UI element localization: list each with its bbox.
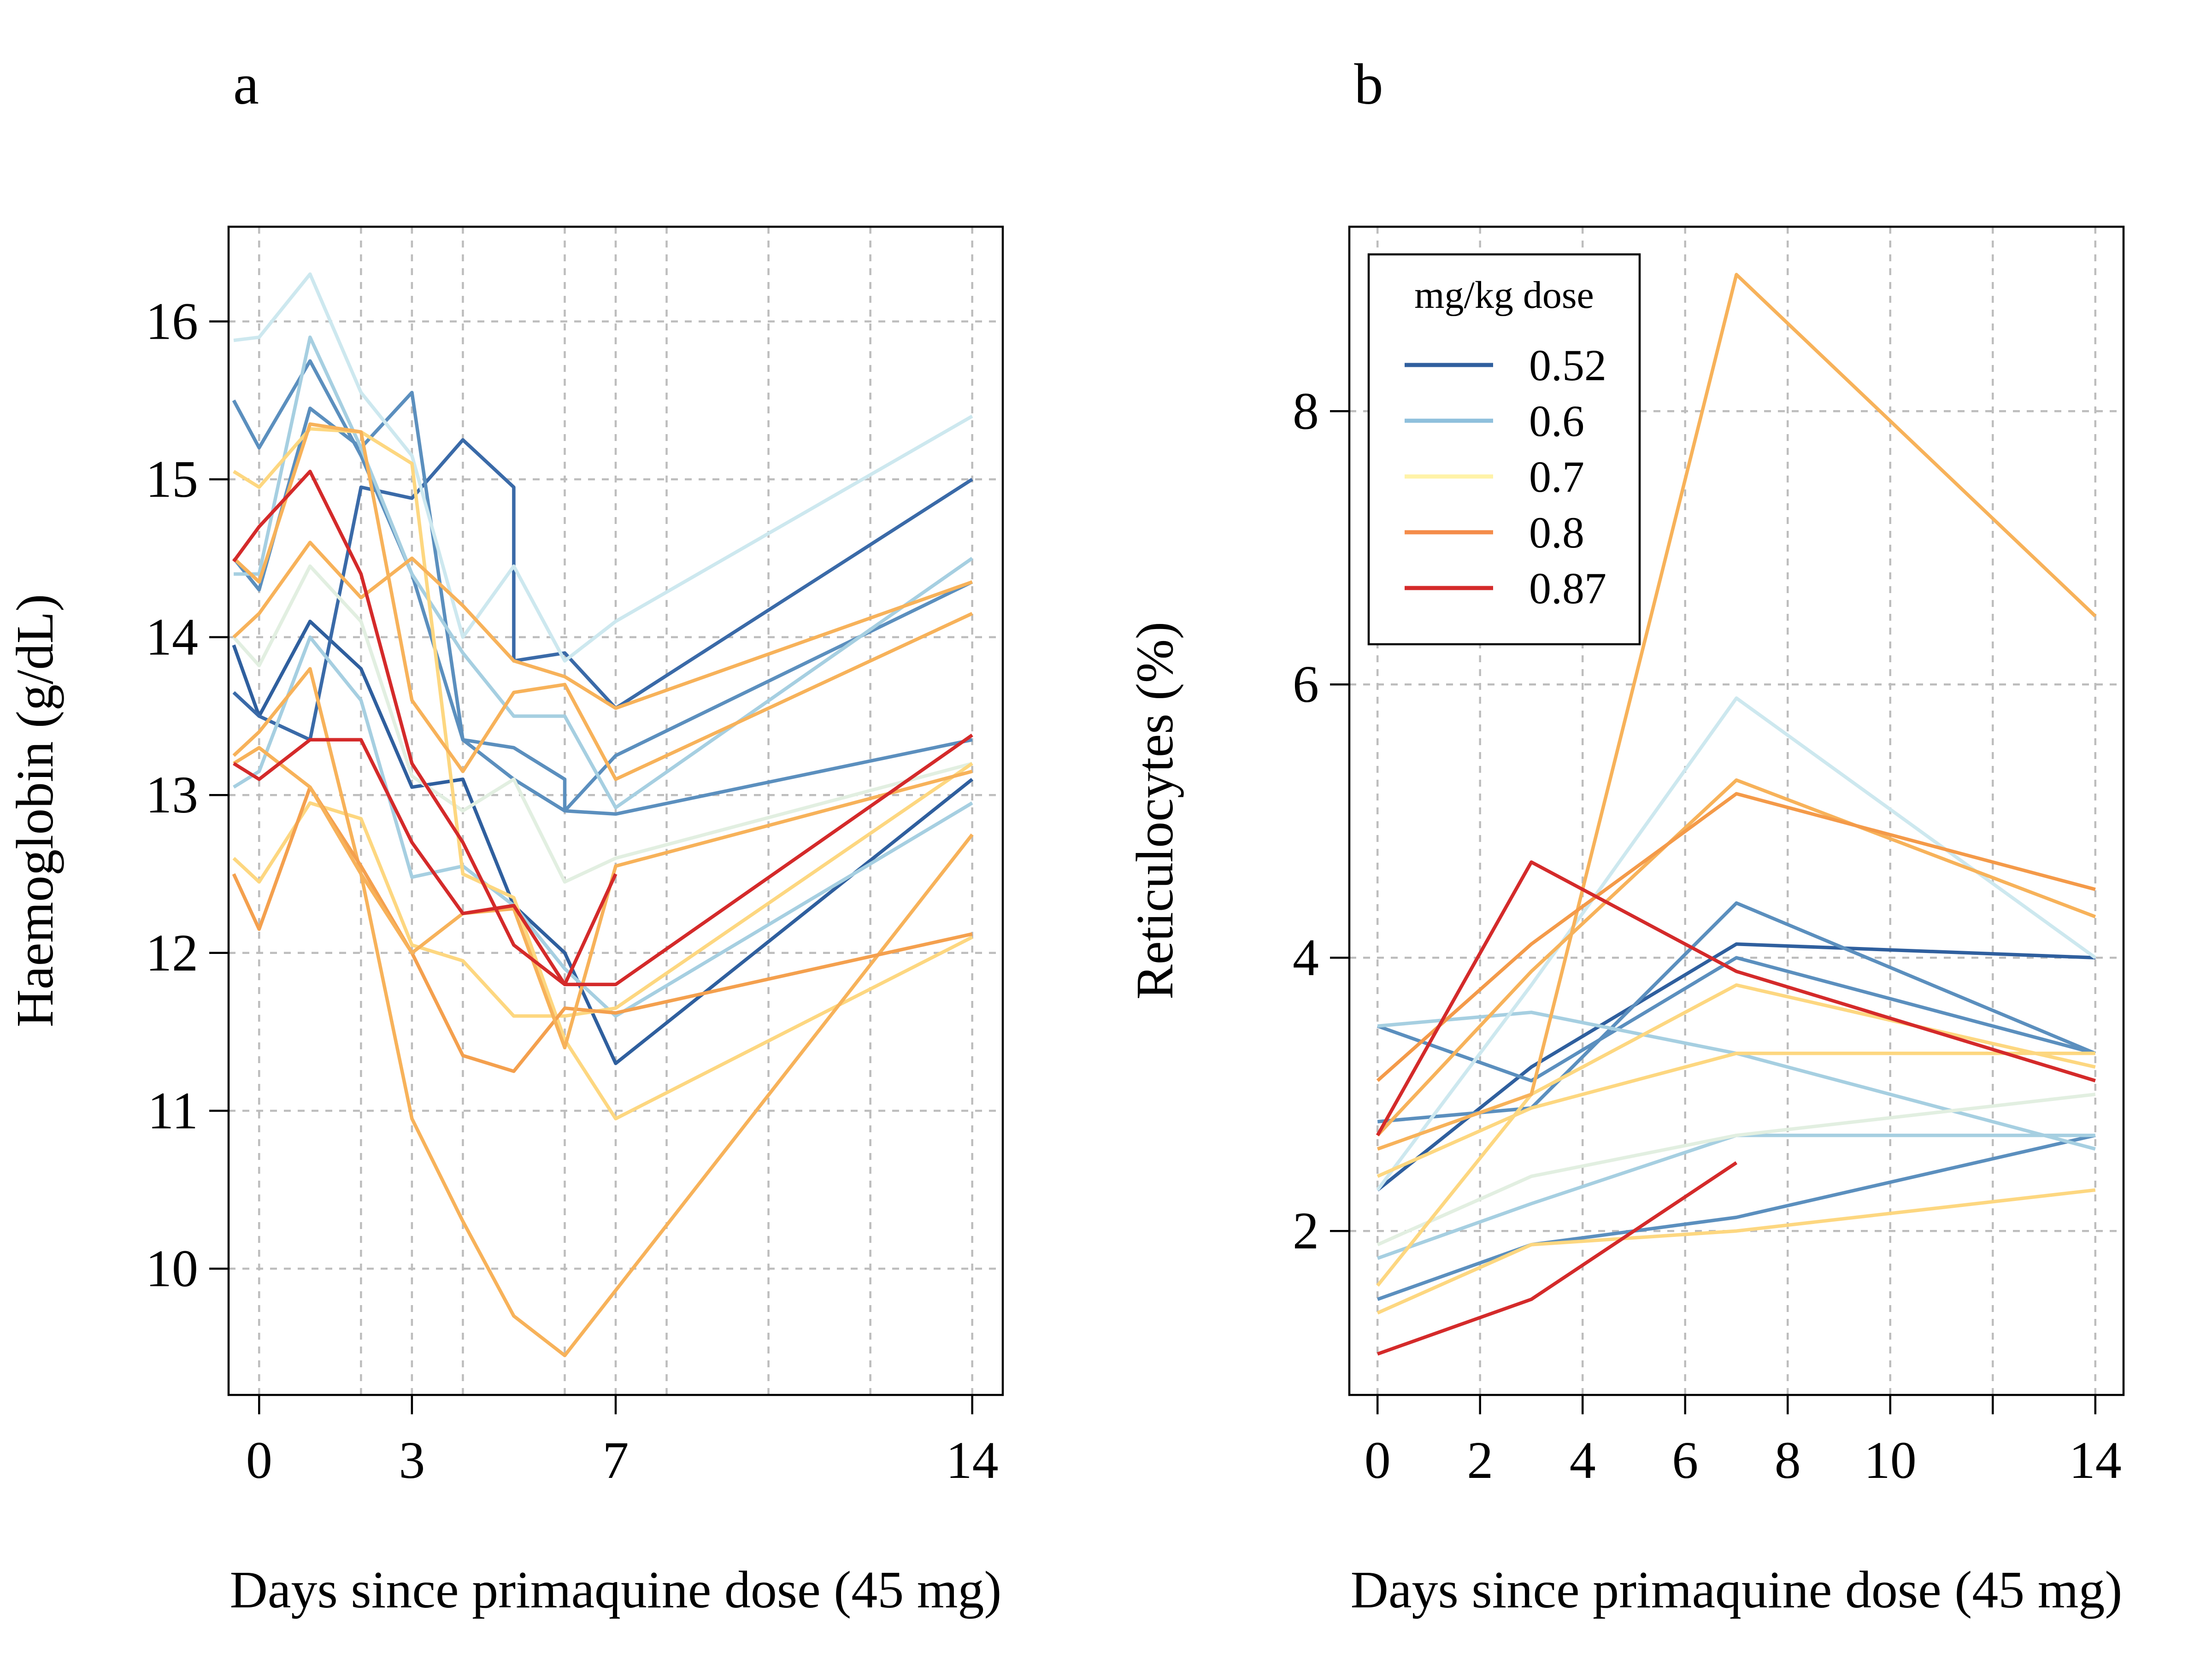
- legend-entries: 0.52 0.6 0.7 0.8 0.87: [1405, 341, 1606, 613]
- series-line-dose-0-7: [1376, 696, 2096, 1191]
- legend-box: [1367, 253, 1641, 646]
- panel-b-x-axis: 0 2 4 6 8 10 14: [1365, 1395, 2122, 1489]
- y-tick-label: 4: [1293, 928, 1319, 987]
- series-line-dose-0-7: [1377, 1188, 2096, 1315]
- legend-title: mg/kg dose: [1414, 274, 1594, 317]
- y-tick-label: 12: [146, 924, 198, 982]
- panel-a-series-lines: [232, 272, 974, 1358]
- series-line-dose-0-8: [1376, 778, 2096, 1137]
- panel-a-y-axis-title: Haemoglobin (g/dL): [6, 594, 64, 1027]
- legend: mg/kg dose 0.52 0.6 0.7 0.8 0.87: [1367, 253, 1641, 646]
- series-line-dose-0-6: [1377, 1134, 2096, 1301]
- panel-a-x-axis-title: Days since primaquine dose (45 mg): [230, 1560, 1002, 1619]
- y-tick-label: 14: [146, 608, 198, 666]
- y-tick-label: 16: [146, 292, 198, 351]
- x-tick-label: 7: [603, 1431, 629, 1489]
- y-tick-label: 10: [146, 1239, 198, 1298]
- panel-a-x-axis: 0 3 7 14: [246, 1395, 999, 1489]
- panel-b-x-axis-title: Days since primaquine dose (45 mg): [1351, 1560, 2123, 1619]
- series-line-dose-0-87: [232, 470, 973, 987]
- series-line-dose-0-7: [233, 427, 973, 1121]
- y-tick-label: 13: [146, 765, 198, 824]
- x-tick-label: 2: [1467, 1431, 1493, 1489]
- legend-label: 0.87: [1529, 564, 1606, 613]
- panel-b-label: b: [1354, 53, 1383, 117]
- series-line-dose-0-6: [1377, 1133, 2095, 1260]
- panel-b-y-axis: 2 4 6 8: [1293, 382, 1349, 1260]
- series-line-dose-0-6: [233, 635, 973, 1018]
- series-line-dose-0-8: [232, 667, 974, 1358]
- y-tick-label: 2: [1293, 1201, 1319, 1260]
- series-line-dose-0-7: [232, 564, 973, 884]
- series-line-dose-0-6: [232, 390, 973, 816]
- panel-b-plot-frame: [1348, 225, 2125, 1396]
- panel-a-label: a: [233, 53, 259, 117]
- series-line-dose-0-8: [232, 541, 973, 710]
- series-line-dose-0-7: [233, 272, 973, 663]
- legend-label: 0.6: [1529, 396, 1584, 446]
- series-line-dose-0-6: [1377, 1011, 2096, 1151]
- series-line-dose-0-87: [1376, 860, 2096, 1136]
- series-line-dose-0-87: [233, 738, 618, 987]
- panel-b-series-lines: [1376, 273, 2097, 1356]
- legend-label: 0.52: [1529, 341, 1606, 390]
- series-line-dose-0-8: [232, 422, 973, 781]
- x-tick-label: 0: [246, 1431, 272, 1489]
- x-tick-label: 4: [1570, 1431, 1596, 1489]
- y-tick-label: 11: [147, 1081, 198, 1140]
- x-tick-label: 10: [1864, 1431, 1917, 1489]
- series-line-dose-0-8: [1376, 792, 2096, 1082]
- y-tick-label: 15: [146, 450, 198, 508]
- y-tick-label: 8: [1293, 382, 1319, 440]
- series-line-dose-0-7: [1377, 1052, 2095, 1178]
- x-tick-label: 3: [399, 1431, 425, 1489]
- series-line-dose-0-7: [1377, 1092, 2096, 1247]
- x-tick-label: 6: [1672, 1431, 1698, 1489]
- panel-a-y-axis: 10 11 12 13 14 15 16: [146, 292, 229, 1298]
- panel-b-y-axis-title: Reticulocytes (%): [1125, 622, 1184, 1000]
- panel-a-haemoglobin-chart: a 0 3 7 14 10 11 12 13 14 15 16 Days since primaq…: [6, 53, 1004, 1619]
- series-line-dose-0-6: [1377, 901, 2096, 1124]
- series-line-dose-0-87: [1377, 1161, 1738, 1356]
- legend-label: 0.8: [1529, 508, 1584, 557]
- series-line-dose-0-8: [233, 746, 973, 1050]
- y-tick-label: 6: [1293, 655, 1319, 713]
- x-tick-label: 8: [1775, 1431, 1801, 1489]
- panel-b-reticulocytes-chart: b 0 2 4 6 8 10 14 2 4 6 8 Days since primaquine d…: [1125, 53, 2125, 1619]
- x-tick-label: 0: [1365, 1431, 1391, 1489]
- x-tick-label: 14: [2069, 1431, 2122, 1489]
- x-tick-label: 14: [946, 1431, 999, 1489]
- series-line-dose-0-52: [232, 619, 974, 1065]
- legend-label: 0.7: [1529, 452, 1584, 501]
- series-line-dose-0-8: [1377, 273, 2097, 1151]
- series-line-dose-0-52: [232, 438, 973, 742]
- series-line-dose-0-8: [232, 785, 973, 1073]
